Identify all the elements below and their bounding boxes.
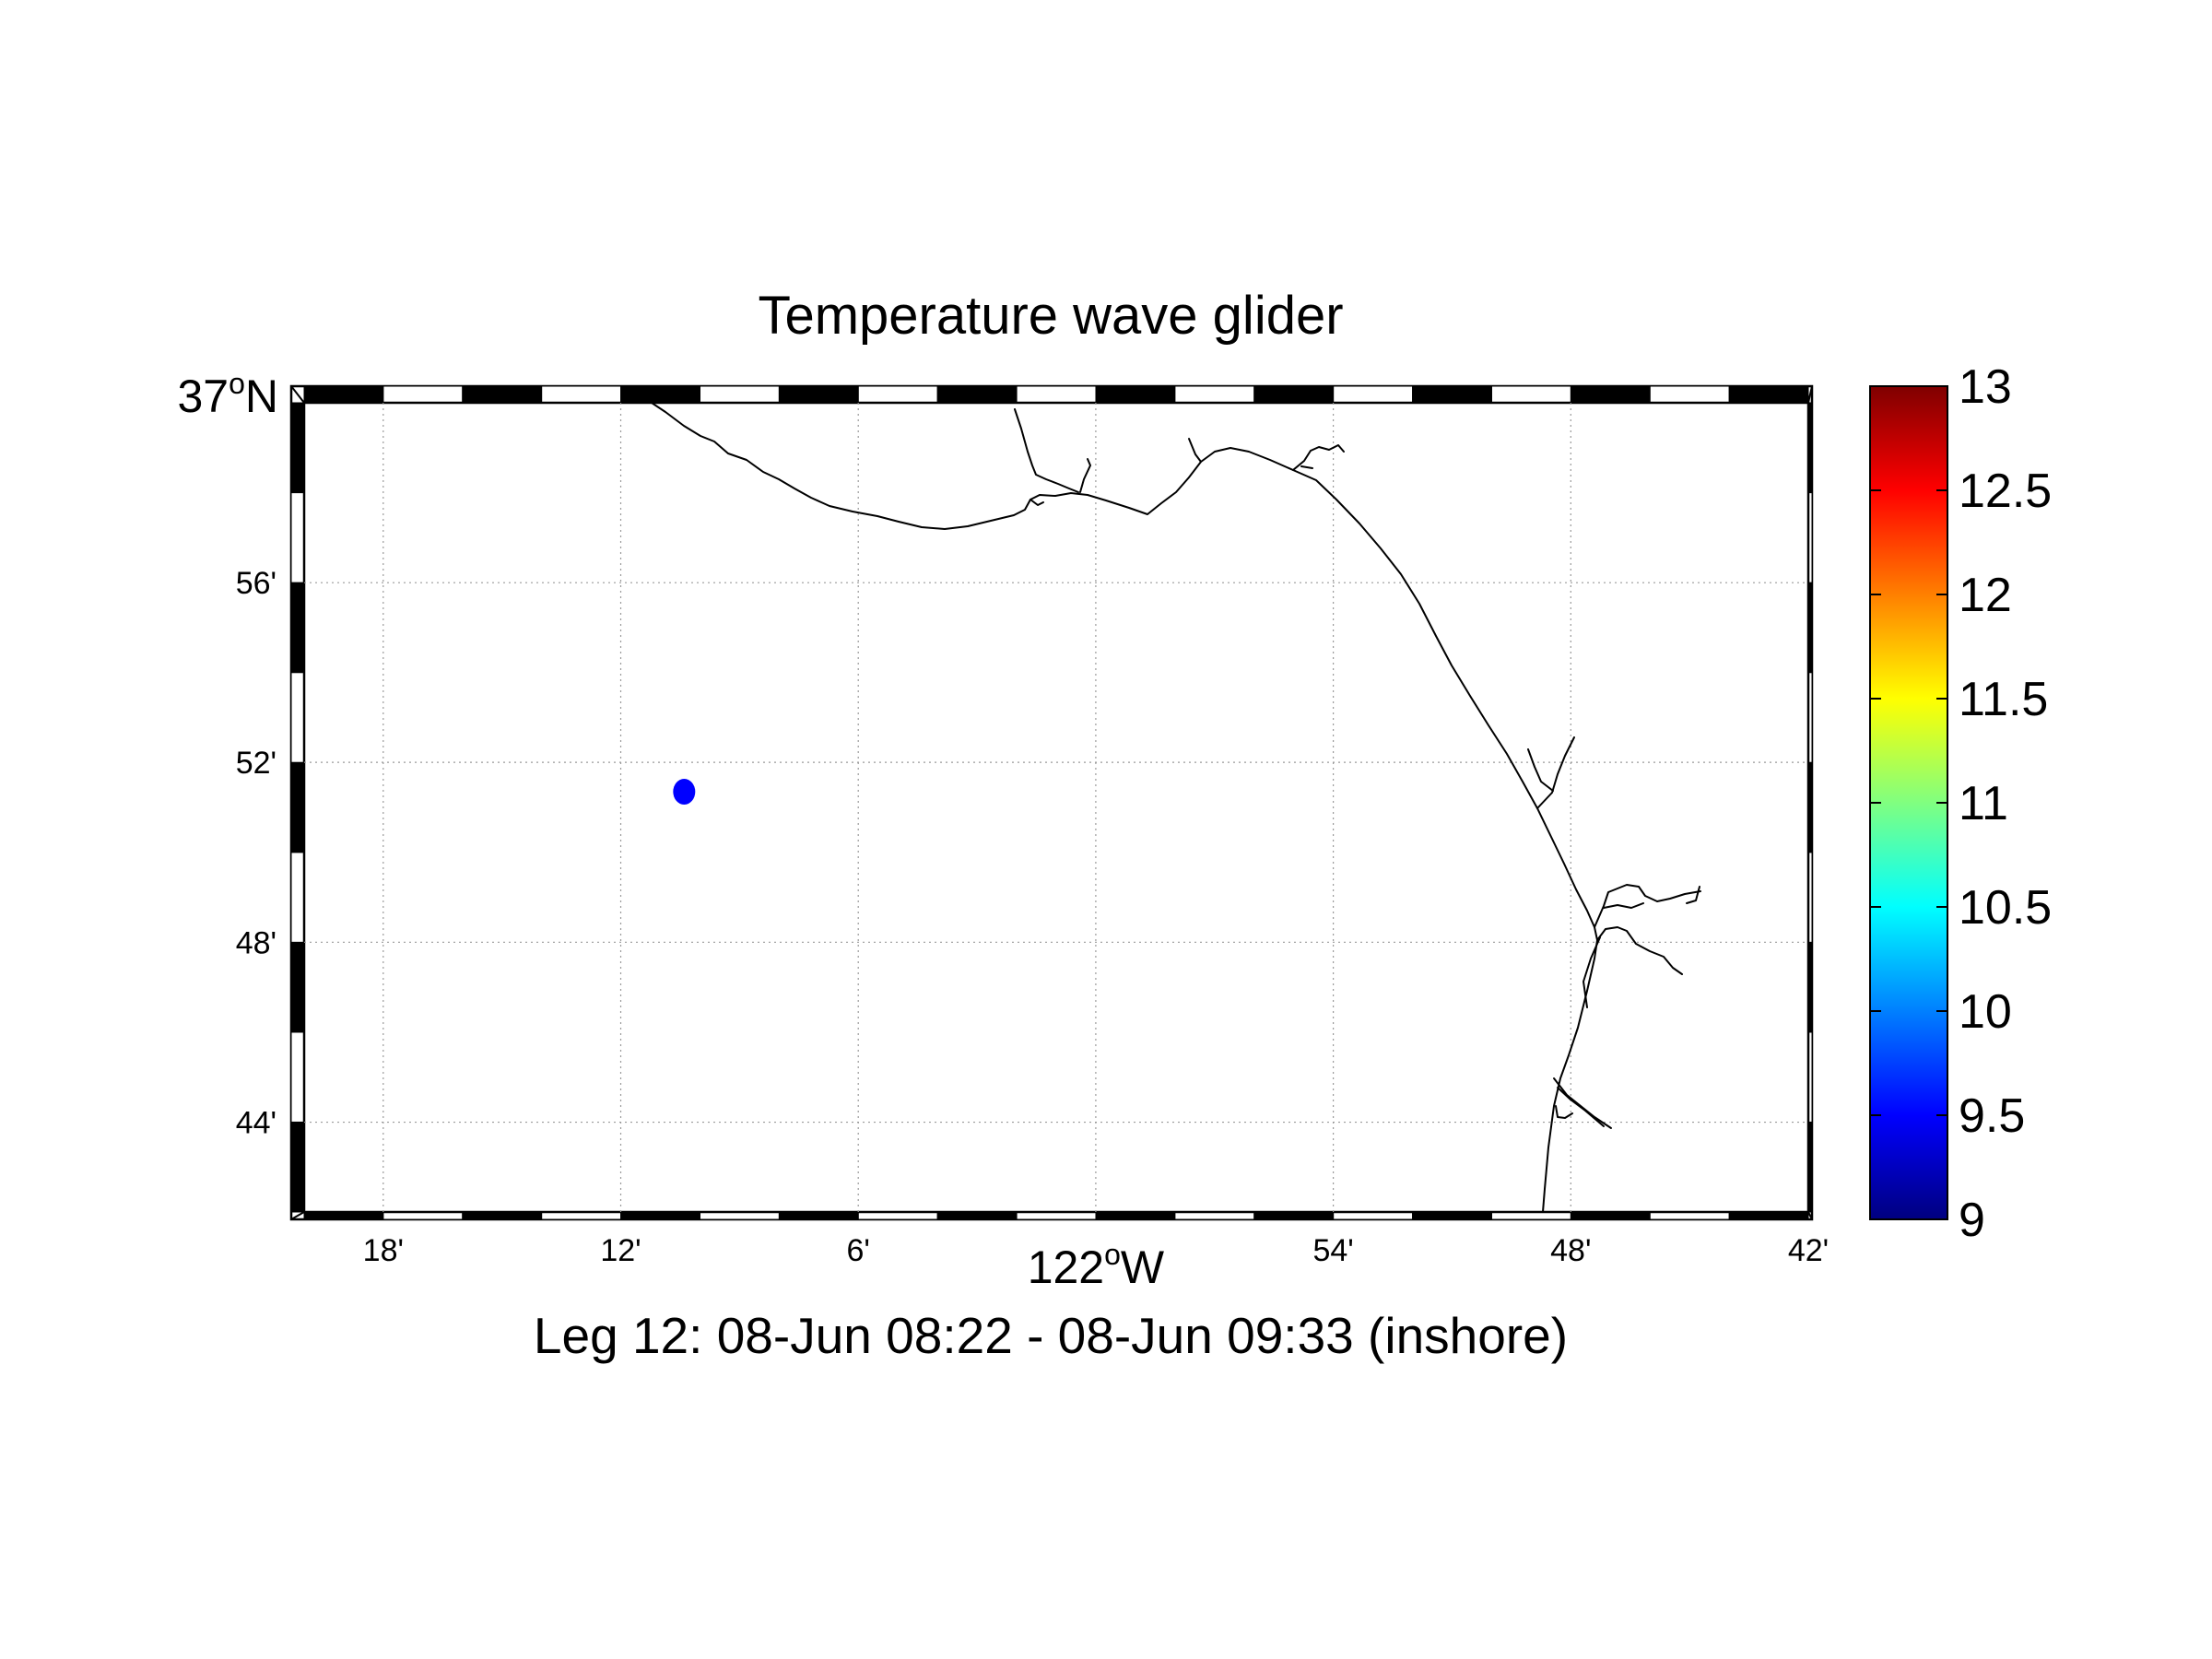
colorbar <box>1869 385 1948 1220</box>
lat-label: 56' <box>236 566 276 601</box>
lat-label: 44' <box>236 1106 276 1141</box>
frame-bar-top <box>1095 385 1176 404</box>
colorbar-tick-label: 9.5 <box>1959 1089 2025 1143</box>
frame-bar-left <box>290 1031 305 1123</box>
frame-bar-top <box>1412 385 1492 404</box>
frame-bar-top <box>936 385 1018 404</box>
map-frame-inner <box>302 401 1810 1214</box>
frame-bar-left <box>290 402 305 494</box>
frame-bar-top <box>1728 385 1809 404</box>
colorbar-tick-label: 12.5 <box>1959 465 2052 518</box>
frame-bar-left <box>290 582 305 674</box>
colorbar-tick-label: 13 <box>1959 360 2012 414</box>
chart-title: Temperature wave glider <box>758 286 1343 346</box>
lon-tick-labels: 18' 12' 6' 122oW 54' 48' 42' <box>363 1233 1829 1293</box>
graticule <box>304 403 1808 1212</box>
frame-bar-left <box>290 852 305 943</box>
frame-bar-top <box>1253 385 1335 404</box>
lon-label: 54' <box>1312 1233 1353 1268</box>
lon-label: 18' <box>363 1233 404 1268</box>
frame-bar-top <box>620 385 700 404</box>
colorbar-tick-label: 12 <box>1959 569 2012 622</box>
frame-bar-top <box>1490 385 1571 404</box>
frame-bar-top <box>699 385 780 404</box>
frame-bar-top <box>778 385 859 404</box>
frame-bar-top <box>1649 385 1730 404</box>
colorbar-tick-label: 11 <box>1959 777 2008 830</box>
frame-tick-bars <box>290 385 1813 1220</box>
lat-label-major: 37oN <box>177 367 278 422</box>
lon-label: 6' <box>847 1233 870 1268</box>
glider-point <box>673 779 696 806</box>
coastline <box>651 403 1701 1212</box>
lat-tick-labels: 37oN 56' 52' 48' 44' <box>177 367 278 1141</box>
frame-bar-top <box>1174 385 1255 404</box>
frame-bar-left <box>290 761 305 853</box>
frame-bar-left <box>290 492 305 583</box>
lon-label: 42' <box>1788 1233 1829 1268</box>
frame-bar-top <box>1016 385 1097 404</box>
colorbar-tick-label: 10.5 <box>1959 881 2052 935</box>
lat-label: 48' <box>236 925 276 960</box>
frame-corner-lines <box>290 385 1813 1220</box>
frame-bar-top <box>541 385 622 404</box>
frame-bar-top <box>462 385 543 404</box>
frame-bar-top <box>303 385 384 404</box>
colorbar-tick-label: 11.5 <box>1959 673 2048 726</box>
chart-subtitle: Leg 12: 08-Jun 08:22 - 08-Jun 09:33 (ins… <box>534 1307 1568 1364</box>
colorbar-ticks: 13 12.5 12 11.5 11 10.5 10 9.5 9 <box>1870 360 2052 1247</box>
frame-bar-left <box>290 941 305 1033</box>
lon-label: 12' <box>600 1233 641 1268</box>
frame-bar-top <box>382 385 464 404</box>
colorbar-tick-label: 10 <box>1959 985 2012 1039</box>
lon-label-major: 122oW <box>1028 1238 1165 1293</box>
colorbar-tick-label: 9 <box>1959 1194 1985 1247</box>
frame-bar-top <box>857 385 938 404</box>
frame-bar-left <box>290 672 305 763</box>
lon-label: 48' <box>1550 1233 1591 1268</box>
glider-track <box>673 779 696 806</box>
frame-bar-top <box>1570 385 1651 404</box>
frame-bar-left <box>290 1121 305 1213</box>
frame-bar-top <box>1333 385 1414 404</box>
lat-label: 52' <box>236 746 276 781</box>
